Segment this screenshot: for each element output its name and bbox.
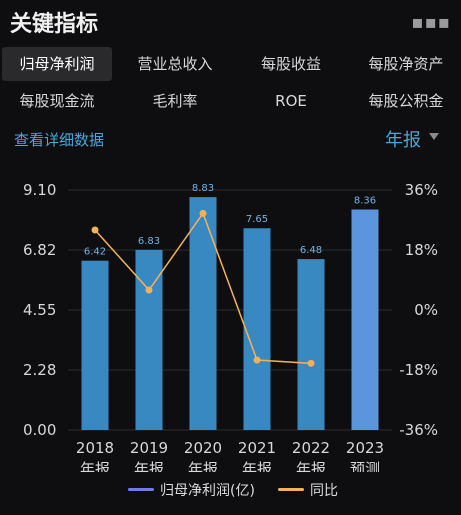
tab-capital-reserve[interactable]: 每股公积金: [352, 84, 460, 118]
y-right-tick-label: -18%: [399, 361, 438, 379]
bar-value-label: 8.83: [192, 183, 214, 194]
y-right-tick-label: -36%: [399, 421, 438, 439]
tab-label: 每股现金流: [19, 92, 95, 110]
y-right-tick-label: 18%: [405, 241, 438, 259]
y-left-tick-label: 6.82: [23, 241, 56, 259]
x-tick-label-period: 年报: [296, 460, 326, 472]
x-tick-label-period: 年报: [242, 460, 272, 472]
bar-value-label: 6.42: [84, 247, 106, 258]
x-tick-label-year: 2021: [238, 439, 276, 457]
view-details-link[interactable]: 查看详细数据: [14, 131, 105, 149]
y-left-tick-label: 0.00: [23, 421, 56, 439]
tab-label: 每股净资产: [368, 55, 444, 73]
x-tick-label-period: 年报: [80, 460, 110, 472]
bar-value-label: 8.36: [354, 196, 376, 207]
legend-line-label: 同比: [310, 483, 338, 499]
bar-value-label: 6.83: [138, 236, 160, 247]
bar: [243, 228, 271, 430]
net-profit-chart: 9.10 36% 6.82 18% 4.55 0% 2.28 -18% 0.00 -36% 6.42…: [23, 181, 438, 472]
tab-label: 毛利率: [152, 92, 198, 110]
metric-tabs: 归母净利润 营业总收入 每股收益 每股净资产 每股现金流 毛利率 ROE 每股公…: [0, 45, 461, 125]
tab-label: 每股公积金: [368, 92, 444, 110]
yoy-point: [307, 359, 315, 367]
section-title: 关键指标: [10, 12, 99, 37]
x-tick-label-period: 年报: [188, 460, 218, 472]
x-tick-label-period: 预测: [350, 460, 380, 472]
yoy-point: [199, 209, 207, 217]
legend-bar-label: 归母净利润(亿): [160, 483, 255, 499]
y-left-tick-label: 9.10: [23, 181, 56, 199]
legend-bar-swatch: [128, 488, 154, 491]
tab-label: 营业总收入: [137, 55, 213, 73]
y-left-tick-label: 4.55: [23, 301, 56, 319]
y-left-tick-label: 2.28: [23, 361, 56, 379]
tab-label: ROE: [275, 92, 307, 110]
period-dropdown[interactable]: 年报: [385, 126, 439, 152]
period-value: 年报: [385, 130, 421, 151]
bar: [351, 209, 379, 430]
x-tick-label-year: 2020: [184, 439, 222, 457]
tab-roe[interactable]: ROE: [236, 84, 346, 118]
bar: [189, 197, 217, 430]
tab-gross-margin[interactable]: 毛利率: [120, 84, 230, 118]
yoy-point: [91, 226, 99, 234]
more-dots-icon[interactable]: ▪▪▪: [411, 12, 451, 33]
bar: [297, 259, 325, 430]
yoy-point: [145, 286, 153, 294]
chart-legend: 归母净利润(亿) 同比: [0, 478, 461, 502]
legend-line-swatch: [278, 488, 304, 491]
x-tick-label-year: 2023: [346, 439, 384, 457]
tab-net-profit[interactable]: 归母净利润: [2, 47, 112, 81]
bar-value-label: 6.48: [300, 245, 322, 256]
tab-cfps[interactable]: 每股现金流: [2, 84, 112, 118]
x-tick-label-period: 年报: [134, 460, 164, 472]
yoy-point: [253, 356, 261, 364]
x-tick-label-year: 2022: [292, 439, 330, 457]
tab-revenue[interactable]: 营业总收入: [120, 47, 230, 81]
tab-label: 归母净利润: [19, 55, 95, 73]
y-right-tick-label: 36%: [405, 181, 438, 199]
tab-bvps[interactable]: 每股净资产: [352, 47, 460, 81]
y-right-tick-label: 0%: [414, 301, 438, 319]
link-row: 查看详细数据 年报: [0, 126, 461, 154]
bar: [81, 260, 109, 430]
caret-down-icon[interactable]: [429, 133, 439, 140]
tab-label: 每股收益: [260, 55, 321, 73]
tab-eps[interactable]: 每股收益: [236, 47, 346, 81]
bar-value-label: 7.65: [246, 214, 268, 225]
header: 关键指标 ▪▪▪: [0, 0, 461, 44]
x-tick-label-year: 2018: [76, 439, 114, 457]
x-tick-label-year: 2019: [130, 439, 168, 457]
